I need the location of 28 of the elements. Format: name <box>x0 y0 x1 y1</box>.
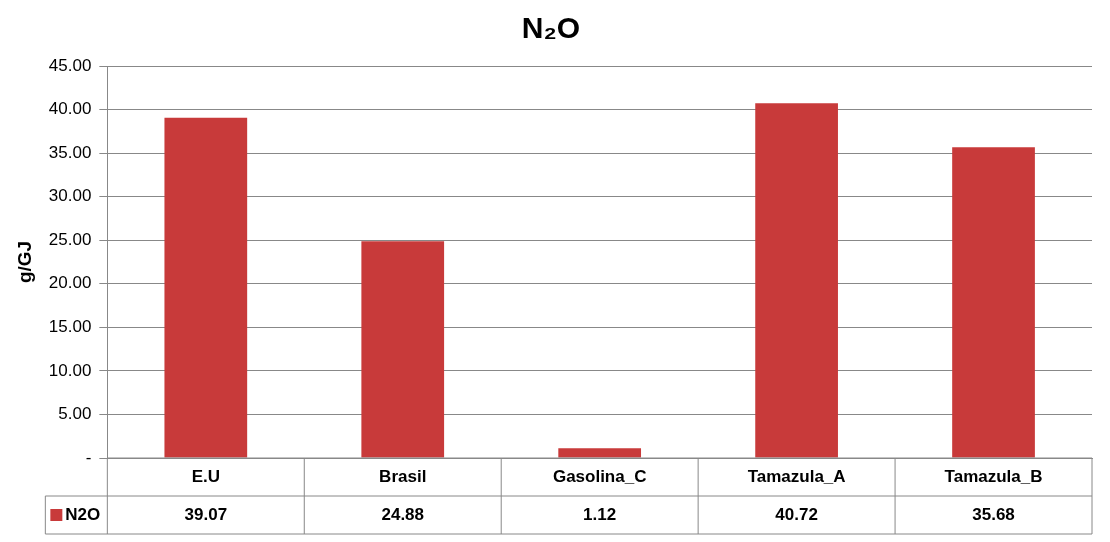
x-tick-label: Tamazula_A <box>747 466 846 486</box>
y-tick-label: 40.00 <box>48 99 92 119</box>
data-label: 40.72 <box>775 504 818 524</box>
y-tick-label: 45.00 <box>48 55 92 75</box>
chart-title: N₂O <box>521 11 581 45</box>
data-label: 1.12 <box>583 504 617 524</box>
y-tick-label: 20.00 <box>48 273 92 293</box>
bar <box>755 103 838 458</box>
data-label: 35.68 <box>972 504 1015 524</box>
bar <box>952 147 1035 458</box>
y-tick-label: 30.00 <box>48 186 92 206</box>
x-tick-label: Tamazula_B <box>944 466 1043 486</box>
x-tick-label: Brasil <box>379 466 427 486</box>
bar <box>164 117 248 458</box>
y-tick-label: 5.00 <box>58 404 92 424</box>
y-axis-title: g/GJ <box>13 240 35 284</box>
legend-label: N2O <box>65 504 101 524</box>
x-tick-label: Gasolina_C <box>552 466 647 486</box>
bar <box>558 448 642 458</box>
data-label: 24.88 <box>381 504 425 524</box>
y-tick-label: 15.00 <box>48 317 92 337</box>
y-tick-label: 25.00 <box>48 229 92 249</box>
x-tick-label: E.U <box>191 466 220 486</box>
data-label: 39.07 <box>184 504 228 524</box>
y-tick-label: 10.00 <box>48 360 92 380</box>
y-tick-label: 35.00 <box>48 142 92 162</box>
y-tick-label: - <box>85 447 92 467</box>
bar <box>361 241 445 458</box>
